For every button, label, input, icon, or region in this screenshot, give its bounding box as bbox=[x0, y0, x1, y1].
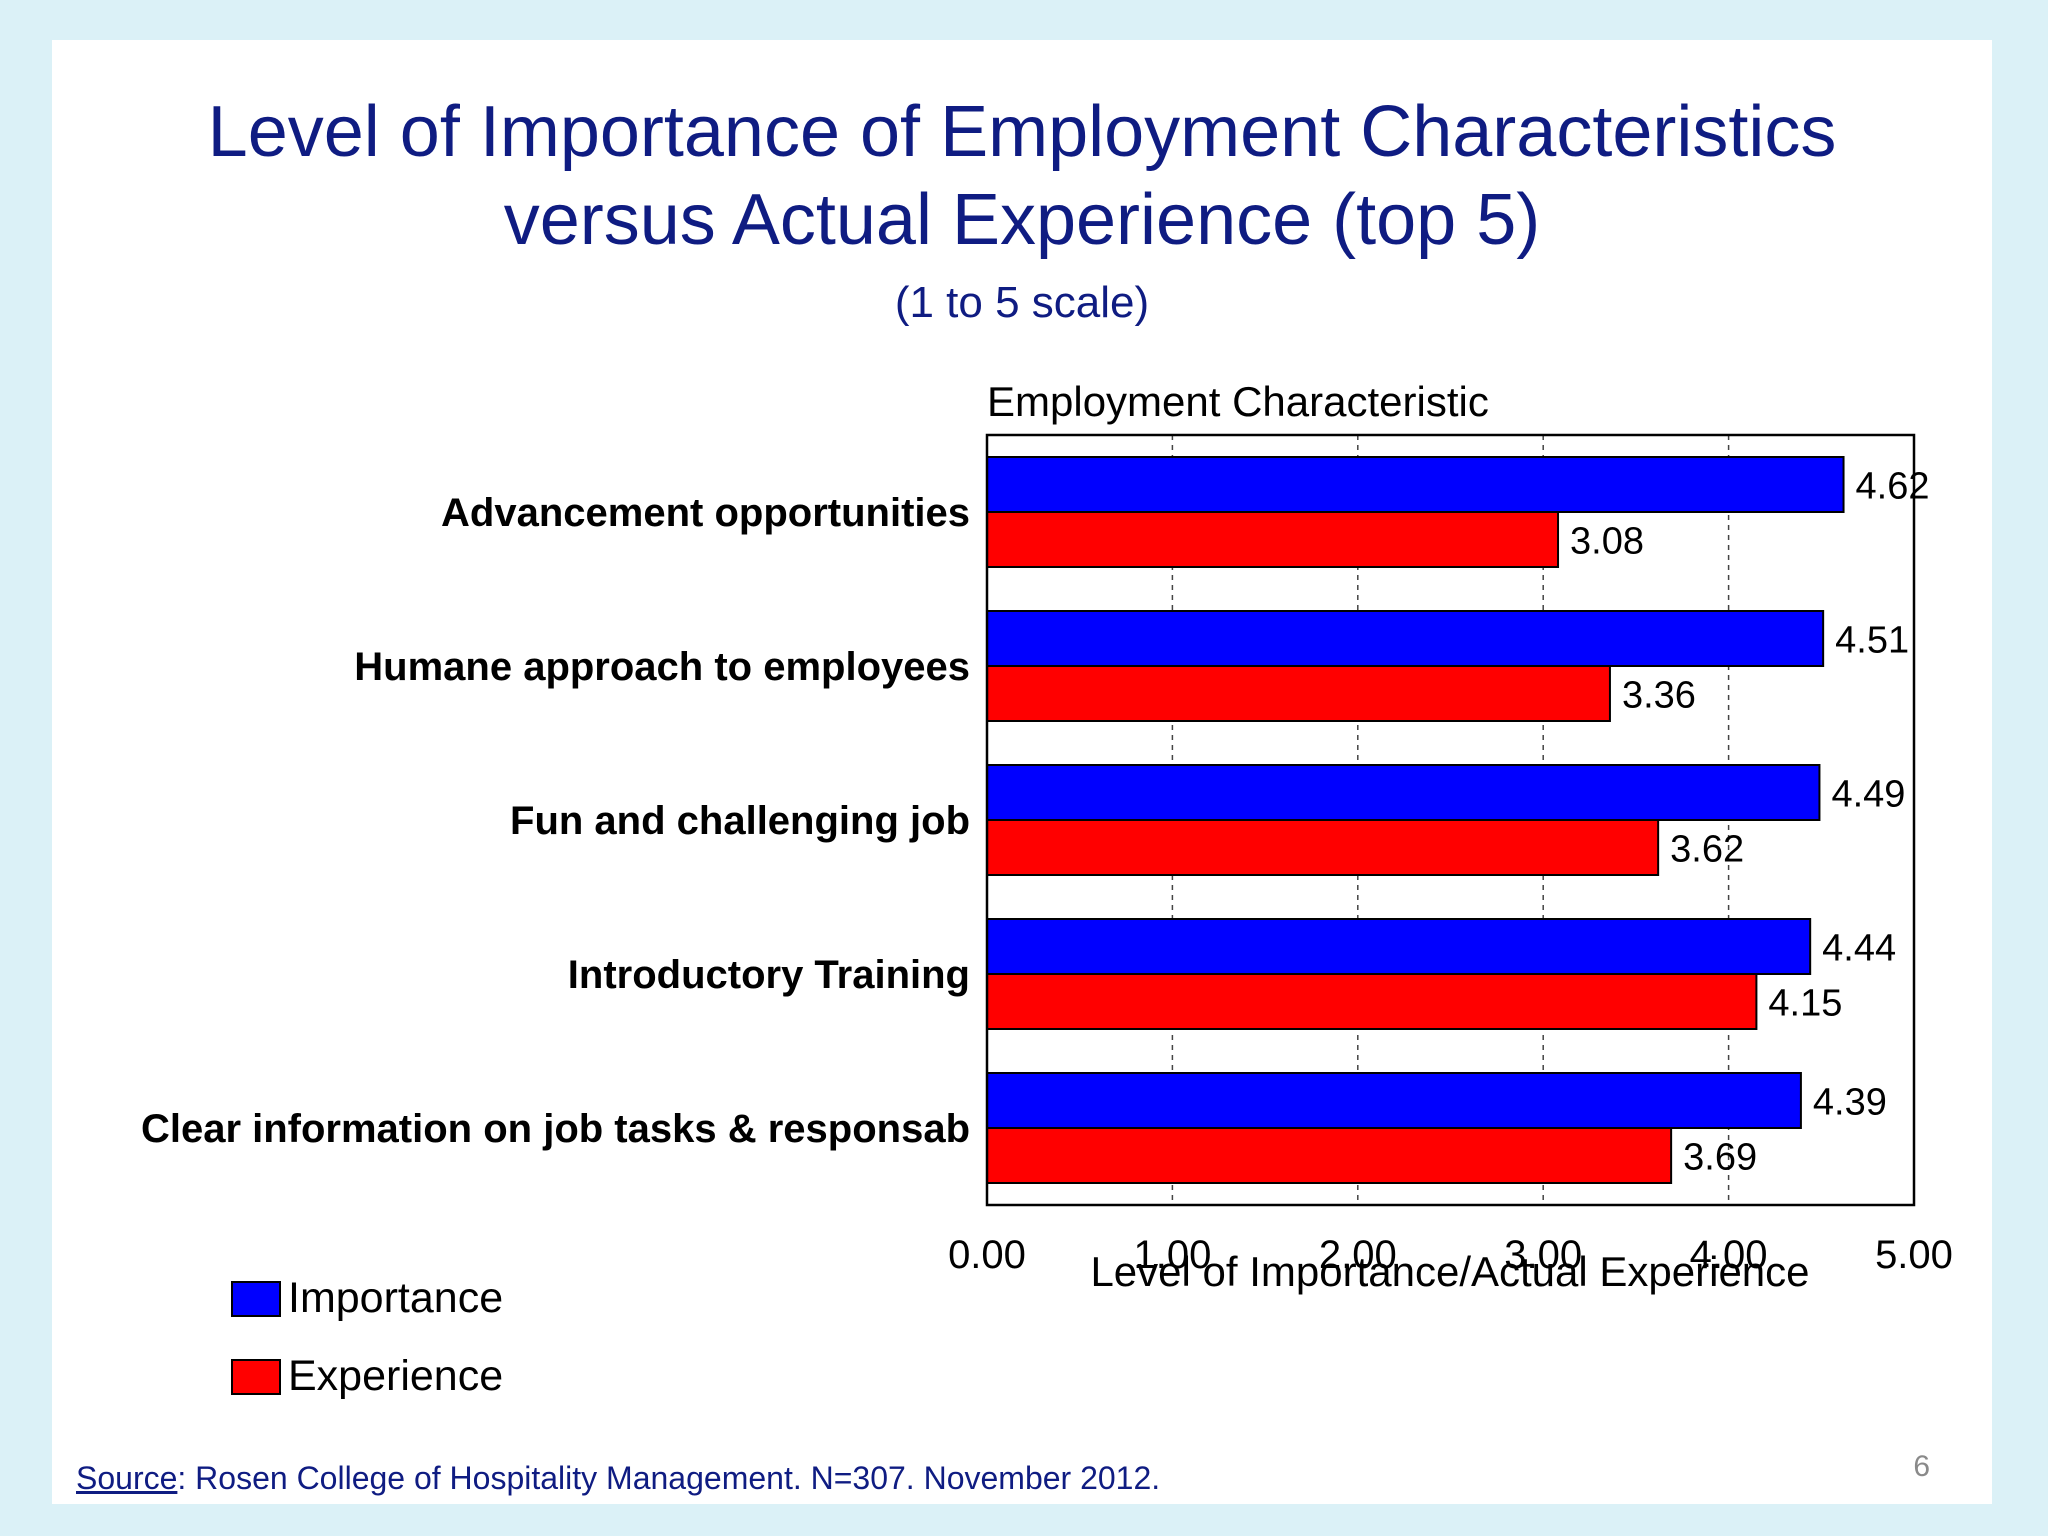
x-tick-label: 5.00 bbox=[1875, 1233, 1953, 1277]
value-label: 4.51 bbox=[1835, 620, 1909, 662]
value-label: 3.62 bbox=[1670, 829, 1744, 871]
x-tick-label: 1.00 bbox=[1133, 1233, 1211, 1277]
category-label: Introductory Training bbox=[568, 953, 970, 997]
source-text: : Rosen College of Hospitality Managemen… bbox=[177, 1460, 1161, 1496]
bar-chart: Employment Characteristic 4.62 3.08 4.51 3.… bbox=[141, 378, 1953, 1400]
bar-importance bbox=[986, 764, 1821, 821]
legend-swatch-experience bbox=[231, 1359, 281, 1395]
bar-experience bbox=[986, 665, 1611, 722]
slide-subtitle: (1 to 5 scale) bbox=[894, 278, 1150, 327]
category-labels: Advancement opportunities Humane approach… bbox=[141, 491, 970, 1151]
chart-title: Employment Characteristic bbox=[987, 378, 1489, 425]
bar-importance bbox=[986, 610, 1825, 667]
value-label: 4.44 bbox=[1822, 928, 1896, 970]
bar-experience bbox=[986, 1127, 1673, 1184]
bar-experience bbox=[986, 511, 1560, 568]
bars: 4.62 3.08 4.51 3.36 4.49 3.62 4.44 4.15 4.39 3.69 bbox=[986, 456, 1930, 1184]
x-tick-label: 4.00 bbox=[1690, 1233, 1768, 1277]
bar-importance bbox=[986, 1072, 1802, 1129]
slide: Level of Importance of Employment Charac… bbox=[52, 40, 1992, 1504]
category-label: Fun and challenging job bbox=[510, 799, 970, 843]
plot-area-frame bbox=[985, 433, 1916, 1207]
value-label: 4.62 bbox=[1856, 466, 1930, 508]
value-label: 4.49 bbox=[1831, 774, 1905, 816]
x-tick-label: 2.00 bbox=[1319, 1233, 1397, 1277]
bar-importance bbox=[986, 918, 1812, 975]
legend-swatch-importance bbox=[231, 1281, 281, 1317]
value-label: 4.39 bbox=[1813, 1082, 1887, 1124]
slide-title-line2: versus Actual Experience (top 5) bbox=[503, 180, 1541, 260]
value-label: 3.08 bbox=[1570, 521, 1644, 563]
source-note: Source: Rosen College of Hospitality Man… bbox=[76, 1460, 1160, 1497]
source-link[interactable]: Source bbox=[76, 1460, 178, 1496]
x-tick-labels: 0.00 1.00 2.00 3.00 4.00 5.00 bbox=[948, 1233, 1953, 1277]
category-label: Advancement opportunities bbox=[441, 491, 970, 535]
slide-title-line1: Level of Importance of Employment Charac… bbox=[207, 92, 1837, 172]
bar-importance bbox=[986, 456, 1845, 513]
value-label: 4.15 bbox=[1768, 983, 1842, 1025]
legend-label: Experience bbox=[288, 1352, 503, 1400]
x-tick-label: 0.00 bbox=[948, 1233, 1026, 1277]
legend-label: Importance bbox=[288, 1274, 503, 1322]
value-label: 3.36 bbox=[1622, 675, 1696, 717]
bar-experience bbox=[986, 973, 1758, 1030]
legend: Importance Experience bbox=[231, 1274, 503, 1400]
page-number: 6 bbox=[1913, 1450, 1930, 1483]
bar-experience bbox=[986, 819, 1660, 876]
value-label: 3.69 bbox=[1683, 1137, 1757, 1179]
category-label: Humane approach to employees bbox=[354, 645, 970, 689]
x-axis-title: Level of Importance/Actual Experience bbox=[1090, 1248, 1809, 1295]
x-tick-label: 3.00 bbox=[1504, 1233, 1582, 1277]
category-label: Clear information on job tasks & respons… bbox=[141, 1107, 970, 1151]
